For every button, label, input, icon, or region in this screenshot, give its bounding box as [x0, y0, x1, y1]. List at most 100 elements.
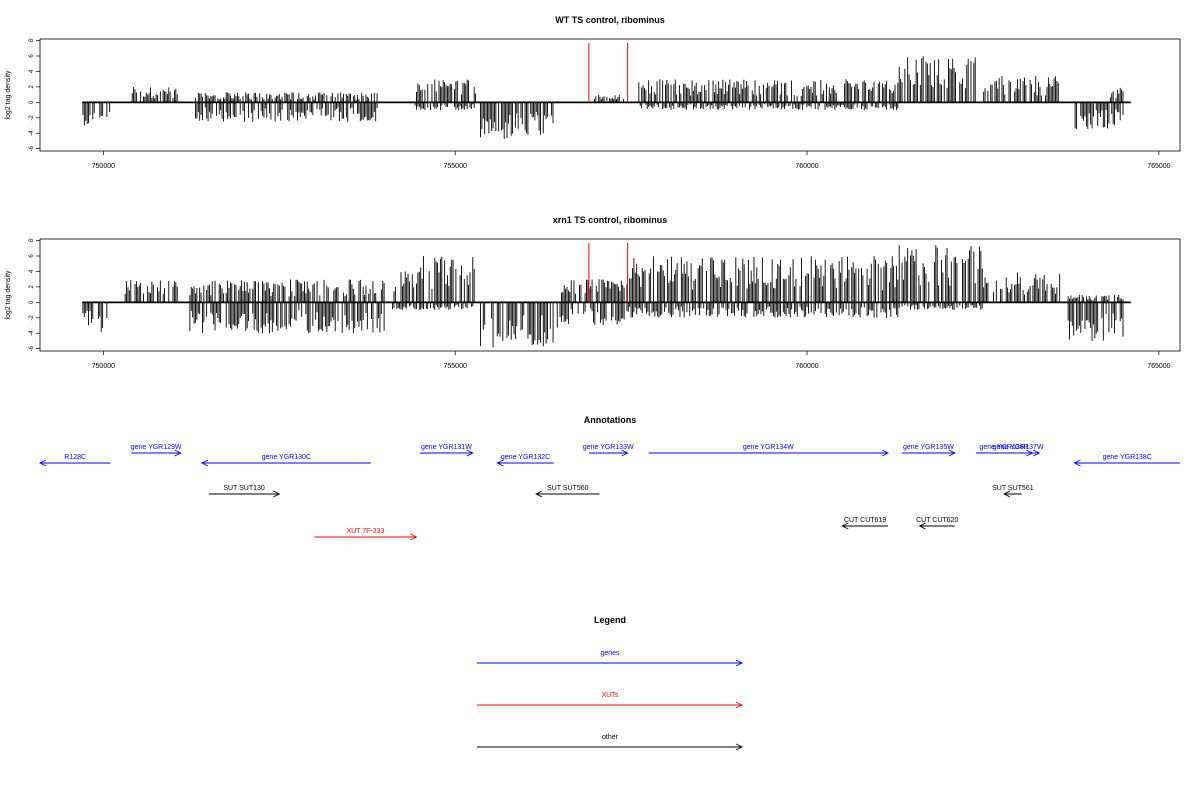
feature-arrow-head [174, 449, 182, 457]
density-bar-segment [983, 272, 1061, 303]
y-tick-label: -2 [29, 314, 35, 320]
feature-arrow-head [1003, 490, 1011, 498]
feature-label: CUT CUT619 [844, 517, 886, 524]
wt-y-axis: 8 6 4 2 0 -2 -4 -6 [29, 38, 40, 151]
feature-arrow-head [496, 459, 504, 467]
feature-label: gene YGR130C [262, 454, 311, 461]
xrn1-red-markers [588, 242, 629, 303]
legend-arrow-head [735, 743, 744, 751]
xrn1-plot-frame [39, 238, 1181, 352]
density-bar-segment [983, 76, 1059, 103]
feature-arrow-head [621, 449, 629, 457]
feature-label: XUT 7F-333 [346, 528, 384, 535]
feature-arrow-head [466, 449, 474, 457]
x-tick-label: 750000 [92, 163, 115, 170]
density-bar-segment [898, 245, 983, 310]
feature-label: gene YGR134W [743, 444, 794, 451]
density-bar-segment [82, 302, 108, 333]
density-bar-segment [480, 302, 561, 348]
feature-label: gene YGR129W [131, 444, 182, 451]
feature-arrow-head [410, 533, 418, 541]
y-tick-label: 6 [29, 54, 35, 58]
feature-label: SUT SUT561 [992, 485, 1034, 492]
density-bar-segment [1109, 87, 1124, 126]
wt-density-bars [82, 56, 1131, 139]
wt-track-title: WT TS control, ribominus [555, 15, 665, 25]
feature-arrow-head [918, 522, 926, 530]
annotation-feature: SUT SUT561 [992, 485, 1034, 498]
y-tick-label: 8 [29, 38, 35, 42]
x-tick-label: 760000 [795, 363, 818, 370]
density-bar-segment [638, 79, 899, 111]
x-tick-label: 765000 [1147, 363, 1170, 370]
feature-arrow-head [535, 490, 543, 498]
xrn1-x-axis: 750000 755000 760000 765000 [92, 351, 1171, 370]
annotation-feature: SUT SUT130 [208, 485, 281, 498]
xrn1-density-bars [82, 245, 1131, 348]
xrn1-track-ylabel: log2 tag density [5, 270, 12, 320]
y-tick-label: 0 [29, 100, 35, 104]
feature-arrow-head [38, 459, 47, 467]
legend-arrow-head [735, 701, 744, 709]
annotation-feature: XUT 7F-333 [314, 528, 418, 541]
legend-label: other [602, 734, 619, 741]
wt-plot-frame [39, 38, 1181, 152]
feature-label: gene YGR133W [583, 444, 634, 451]
annotation-feature: R128C [38, 454, 111, 467]
y-tick-label: -6 [29, 345, 35, 351]
feature-label: gene YGR138C [1103, 454, 1152, 461]
feature-label: gene YGR135W [903, 444, 954, 451]
annotation-feature: gene YGR133W [583, 444, 634, 457]
feature-label: gene YGR132C [501, 454, 550, 461]
y-tick-label: 6 [29, 254, 35, 258]
feature-label: gene YGR137W [993, 444, 1044, 451]
feature-label: gene YGR131W [421, 444, 472, 451]
density-bar-segment [594, 94, 624, 103]
y-tick-label: -6 [29, 145, 35, 151]
feature-label: R128C [64, 454, 86, 461]
y-tick-label: -2 [29, 114, 35, 120]
annotation-feature: gene YGR132C [496, 454, 554, 467]
density-bar-segment [420, 256, 475, 310]
y-tick-label: 0 [29, 300, 35, 304]
feature-label: gene YGR136R [979, 444, 1028, 451]
annotation-feature: SUT SUT560 [535, 485, 600, 498]
annotation-feature: gene YGR134W [648, 444, 889, 457]
feature-arrow-head [948, 449, 956, 457]
density-bar-segment [195, 92, 378, 122]
annotations-title: Annotations [584, 415, 637, 425]
feature-arrow-head [881, 449, 889, 457]
wt-x-axis: 750000 755000 760000 765000 [92, 151, 1171, 170]
feature-label: CUT CUT620 [916, 517, 958, 524]
feature-arrow-head [200, 459, 209, 467]
legend-item-xuts: XUTs [477, 692, 744, 709]
x-tick-label: 765000 [1147, 163, 1170, 170]
y-tick-label: -4 [29, 130, 35, 136]
annotation-feature: gene YGR131W [420, 444, 474, 457]
feature-arrow-head [1033, 449, 1041, 457]
feature-arrow-head [1073, 459, 1081, 467]
annotation-feature: gene YGR137W [993, 444, 1044, 457]
annotation-feature: gene YGR135W [902, 444, 956, 457]
density-bar-segment [560, 279, 628, 326]
legend-items: genes XUTs other [477, 650, 744, 751]
annotation-features: R128C gene YGR129W gene YGR130C gene YGR131… [38, 444, 1180, 541]
x-tick-label: 755000 [444, 363, 467, 370]
wt-track-ylabel: log2 tag density [5, 70, 12, 120]
legend-item-other: other [477, 734, 744, 751]
wt-red-markers [588, 42, 629, 103]
density-bar-segment [1067, 294, 1124, 341]
xrn1-track-panel: xrn1 TS control, ribominus log2 tag dens… [5, 215, 1181, 370]
legend-arrow-head [735, 659, 744, 667]
annotation-feature: CUT CUT620 [916, 517, 958, 530]
y-tick-label: 4 [29, 69, 35, 73]
legend-title: Legend [594, 615, 626, 625]
density-bar-segment [480, 102, 554, 139]
density-bar-segment [414, 79, 477, 111]
density-bar-segment [898, 56, 976, 103]
xrn1-y-axis: 8 6 4 2 0 -2 -4 -6 [29, 238, 40, 351]
feature-label: SUT SUT130 [223, 485, 265, 492]
legend-item-genes: genes [477, 650, 744, 667]
density-bar-segment [627, 256, 899, 318]
